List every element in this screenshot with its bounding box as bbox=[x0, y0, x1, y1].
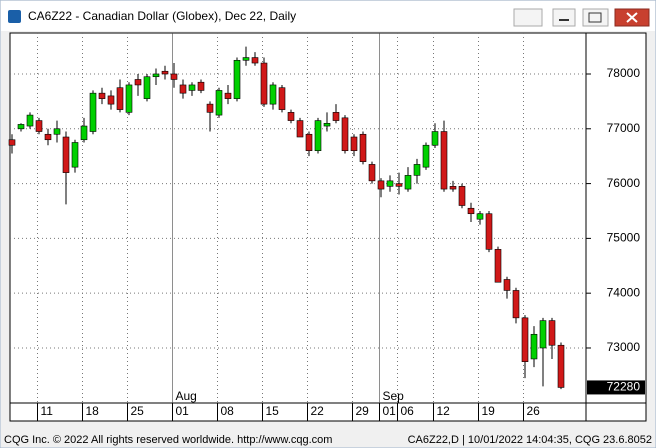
candle-body bbox=[386, 180, 394, 187]
x-tick-label: 01 bbox=[176, 404, 190, 418]
x-tick-label: 18 bbox=[86, 404, 100, 418]
candle-body bbox=[296, 120, 304, 138]
candle-body bbox=[377, 180, 385, 190]
candle-body bbox=[503, 279, 511, 291]
candle-body bbox=[305, 133, 313, 152]
candle-body bbox=[107, 95, 115, 105]
candle-body bbox=[242, 57, 250, 61]
x-tick-label: 06 bbox=[401, 404, 415, 418]
candle-body bbox=[512, 290, 520, 319]
x-tick-label: 25 bbox=[131, 404, 145, 418]
footer-right: CA6Z22,D | 10/01/2022 14:04:35, CQG 23.6… bbox=[408, 434, 652, 446]
candle-body bbox=[350, 136, 358, 152]
y-tick-label: 76000 bbox=[607, 176, 641, 190]
candle-body bbox=[197, 81, 205, 91]
x-tick-label: 22 bbox=[311, 404, 325, 418]
title-bar bbox=[1, 1, 655, 31]
candle-body bbox=[143, 76, 151, 99]
candle-body bbox=[125, 84, 133, 113]
candle-body bbox=[359, 133, 367, 162]
candle-body bbox=[170, 73, 178, 80]
candle-body bbox=[71, 142, 79, 168]
candle-body bbox=[458, 186, 466, 206]
candle-body bbox=[44, 133, 52, 141]
candle-body bbox=[467, 207, 475, 215]
candle-body bbox=[233, 59, 241, 99]
candle-body bbox=[278, 87, 286, 110]
y-tick-label: 77000 bbox=[607, 121, 641, 135]
link-button[interactable] bbox=[513, 8, 543, 27]
footer-left: CQG Inc. © 2022 All rights reserved worl… bbox=[4, 434, 332, 446]
candle-body bbox=[35, 120, 43, 132]
y-tick-label: 73000 bbox=[607, 340, 641, 354]
candle-body bbox=[8, 139, 16, 146]
candle-body bbox=[422, 144, 430, 168]
candle-body bbox=[188, 84, 196, 91]
candle-body bbox=[287, 112, 295, 121]
candle-body bbox=[494, 249, 502, 283]
candle-body bbox=[17, 124, 25, 130]
candle-body bbox=[485, 213, 493, 250]
minimize-button[interactable] bbox=[552, 8, 576, 27]
candle-body bbox=[179, 84, 187, 94]
candle-body bbox=[440, 131, 448, 190]
candle-body bbox=[215, 90, 223, 116]
candle-body bbox=[134, 79, 142, 86]
maximize-glyph bbox=[588, 12, 602, 23]
candle-body bbox=[539, 320, 547, 349]
candle-body bbox=[161, 70, 169, 75]
candle-body bbox=[521, 317, 529, 362]
close-glyph bbox=[626, 12, 638, 23]
x-tick-label: 29 bbox=[356, 404, 370, 418]
app-icon bbox=[8, 10, 21, 23]
candle-body bbox=[314, 120, 322, 152]
candle-body bbox=[557, 344, 565, 388]
x-tick-label: 01 bbox=[383, 404, 397, 418]
x-tick-label: 12 bbox=[437, 404, 451, 418]
candle-body bbox=[89, 92, 97, 132]
candle-body bbox=[431, 131, 439, 146]
x-tick-label: 11 bbox=[41, 404, 54, 418]
last-price-label: 72280 bbox=[607, 380, 641, 394]
candle-body bbox=[53, 128, 61, 135]
x-tick-label: 26 bbox=[527, 404, 541, 418]
candle-body bbox=[530, 333, 538, 360]
candle-body bbox=[332, 112, 340, 121]
candle-body bbox=[368, 164, 376, 182]
candle-body bbox=[269, 84, 277, 105]
x-month-label: Aug bbox=[176, 389, 197, 403]
x-month-label: Sep bbox=[383, 389, 405, 403]
x-tick-label: 19 bbox=[482, 404, 496, 418]
candle-body bbox=[251, 57, 259, 64]
y-tick-label: 74000 bbox=[607, 285, 641, 299]
y-tick-label: 78000 bbox=[607, 66, 641, 80]
y-tick-label: 75000 bbox=[607, 231, 641, 245]
candle-body bbox=[341, 117, 349, 152]
window-title: CA6Z22 - Canadian Dollar (Globex), Dec 2… bbox=[28, 9, 296, 23]
x-tick-label: 15 bbox=[266, 404, 280, 418]
candle-body bbox=[80, 125, 88, 141]
candle-body bbox=[404, 175, 412, 190]
candle-body bbox=[260, 62, 268, 105]
candle-body bbox=[206, 103, 214, 113]
candle-body bbox=[98, 92, 106, 99]
candle-body bbox=[323, 123, 331, 127]
candle-body bbox=[224, 92, 232, 99]
candle-body bbox=[62, 136, 70, 173]
candle-body bbox=[26, 114, 34, 127]
candle-body bbox=[449, 186, 457, 190]
chart-area bbox=[9, 32, 647, 422]
candle-body bbox=[152, 73, 160, 78]
maximize-button[interactable] bbox=[582, 8, 609, 27]
candle-body bbox=[413, 164, 421, 176]
candle-body bbox=[116, 87, 124, 110]
x-tick-label: 08 bbox=[221, 404, 235, 418]
candle-body bbox=[476, 213, 484, 220]
candle-body bbox=[548, 320, 556, 346]
candle-body bbox=[395, 183, 403, 187]
last-price-box bbox=[587, 380, 645, 395]
